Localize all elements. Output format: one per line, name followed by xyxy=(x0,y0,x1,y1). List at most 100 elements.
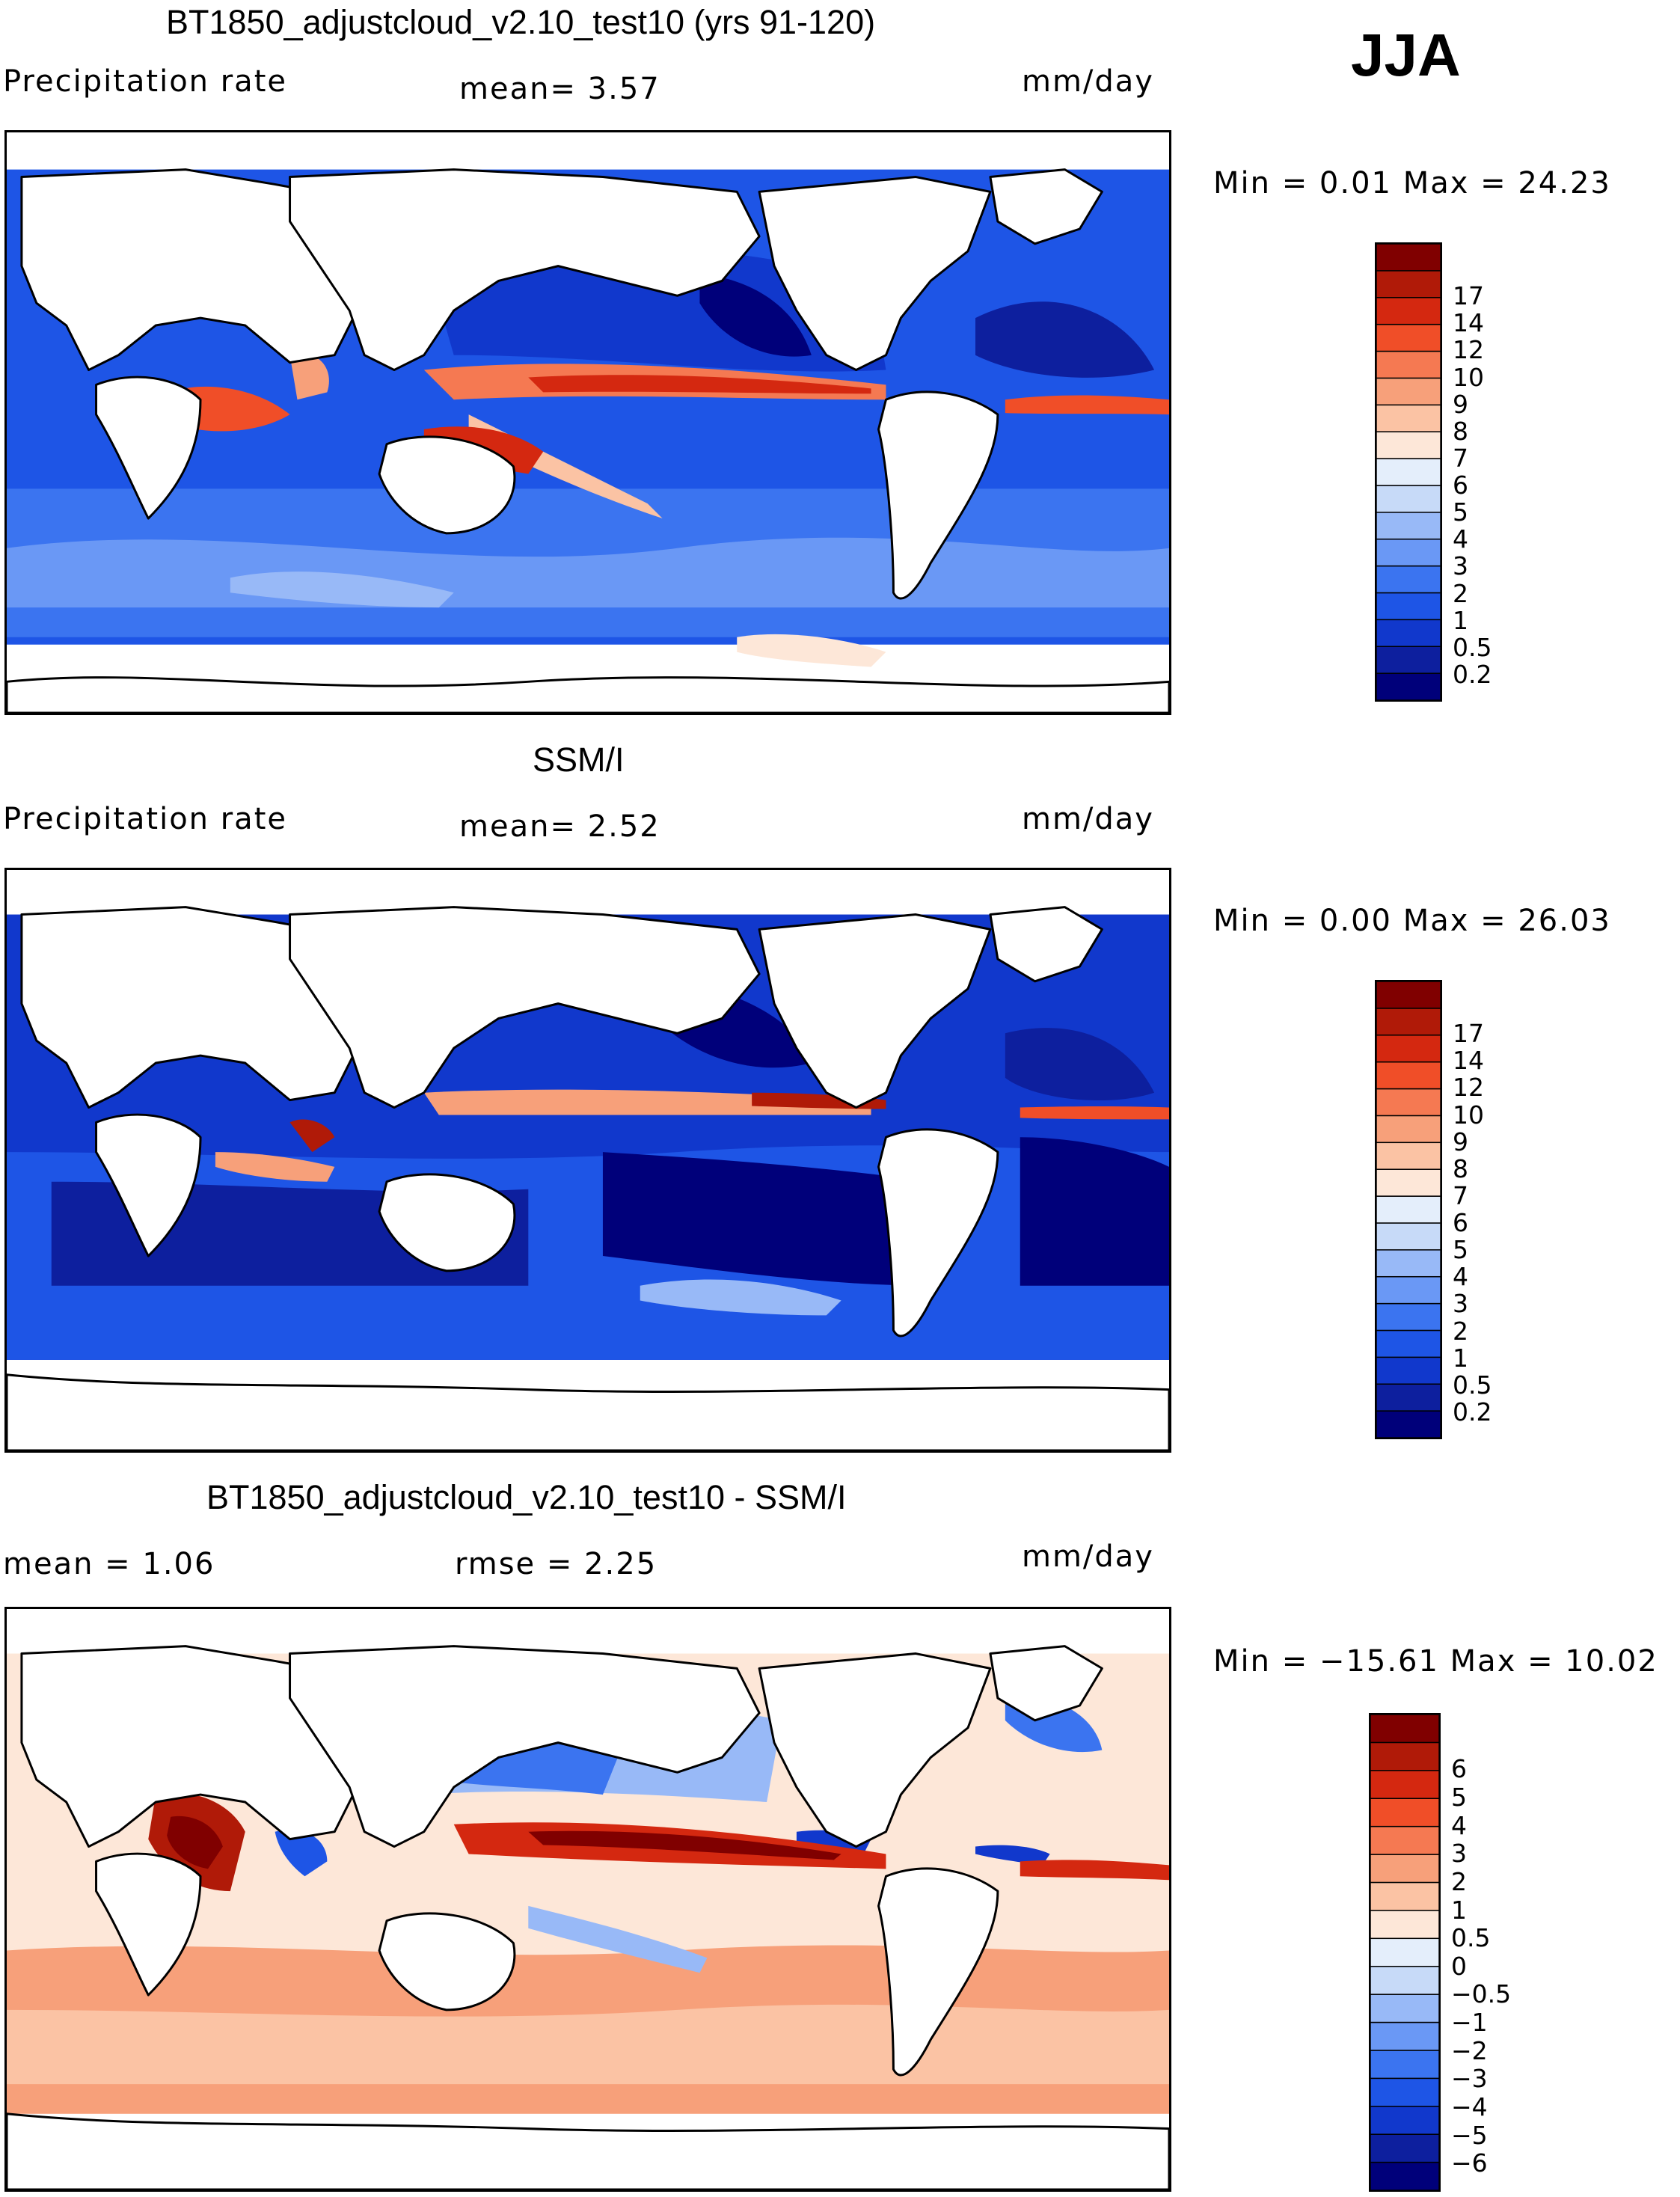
colorbar-tick-label: 0 xyxy=(1451,1951,1467,1981)
colorbar-swatch xyxy=(1376,431,1441,459)
colorbar-swatch xyxy=(1370,1910,1439,1940)
colorbar xyxy=(1369,1713,1441,2192)
min-max-label: Min = 0.01 Max = 24.23 xyxy=(1213,166,1611,200)
colorbar-tick-label: 12 xyxy=(1453,335,1484,365)
colorbar-tick-label: 7 xyxy=(1453,443,1468,473)
colorbar-tick-label: 17 xyxy=(1453,281,1484,311)
colorbar-swatch xyxy=(1370,2050,1439,2080)
colorbar-swatch xyxy=(1370,1825,1439,1855)
colorbar-swatch xyxy=(1376,1061,1441,1090)
colorbar-tick-label: 4 xyxy=(1451,1810,1467,1840)
colorbar-tick-label: 6 xyxy=(1453,471,1468,500)
colorbar-swatch xyxy=(1370,1937,1439,1967)
colorbar-swatch xyxy=(1376,1142,1441,1170)
colorbar-swatch xyxy=(1376,350,1441,379)
colorbar-swatch xyxy=(1370,1770,1439,1799)
colorbar-swatch xyxy=(1376,1356,1441,1385)
colorbar-tick-label: 0.5 xyxy=(1453,632,1492,662)
panel-title: SSM/I xyxy=(533,741,625,779)
colorbar-swatches xyxy=(1370,1715,1439,2190)
colorbar-swatch xyxy=(1376,538,1441,567)
colorbar-swatch xyxy=(1376,672,1441,700)
colorbar-tick-label: 10 xyxy=(1453,1100,1484,1130)
colorbar-tick-label: 4 xyxy=(1453,524,1468,554)
panel-title: BT1850_adjustcloud_v2.10_test10 - SSM/I xyxy=(206,1478,847,1516)
colorbar-tick-label: 0.2 xyxy=(1453,1397,1492,1427)
colorbar-tick-label: 5 xyxy=(1451,1782,1467,1812)
colorbar-tick-label: 4 xyxy=(1453,1262,1468,1292)
units-label: mm/day xyxy=(1022,802,1154,836)
colorbar-tick-label: −4 xyxy=(1451,2092,1488,2122)
colorbar-swatch xyxy=(1376,1383,1441,1412)
colorbar-tick-label: 0.5 xyxy=(1453,1370,1492,1400)
colorbar-tick-label: 1 xyxy=(1453,605,1468,635)
colorbar-swatch xyxy=(1376,1329,1441,1358)
colorbar-swatch xyxy=(1376,1275,1441,1305)
colorbar-swatch xyxy=(1370,1715,1439,1744)
precip-map xyxy=(4,868,1171,1453)
colorbar-swatch xyxy=(1376,485,1441,513)
colorbar-tick-label: 17 xyxy=(1453,1019,1484,1049)
difference-map xyxy=(4,1607,1171,2192)
colorbar-swatch xyxy=(1376,565,1441,594)
colorbar-swatch xyxy=(1370,1965,1439,1995)
colorbar-swatch xyxy=(1370,2021,1439,2051)
colorbar-tick-label: 5 xyxy=(1453,497,1468,527)
units-label: mm/day xyxy=(1022,1539,1154,1574)
colorbar-swatch xyxy=(1376,404,1441,432)
colorbar-swatch xyxy=(1370,1994,1439,2023)
min-max-label: Min = −15.61 Max = 10.02 xyxy=(1213,1644,1658,1679)
colorbar-swatch xyxy=(1376,297,1441,325)
colorbar-swatch xyxy=(1376,646,1441,674)
mean-value: mean= 3.57 xyxy=(459,72,660,106)
precip-map xyxy=(4,130,1171,715)
colorbar-swatch xyxy=(1370,1854,1439,1884)
colorbar-swatch xyxy=(1376,512,1441,540)
colorbar-tick-label: 6 xyxy=(1451,1754,1467,1784)
colorbar-tick-label: 3 xyxy=(1453,551,1468,581)
colorbar-tick-label: 9 xyxy=(1453,389,1468,419)
colorbar-tick-label: −5 xyxy=(1451,2120,1488,2150)
colorbar-tick-label: −2 xyxy=(1451,2035,1488,2065)
colorbar-swatch xyxy=(1370,2106,1439,2135)
colorbar-tick-label: 1 xyxy=(1451,1895,1467,1925)
colorbar-swatch xyxy=(1376,1410,1441,1438)
colorbar-tick-label: 14 xyxy=(1453,1046,1484,1076)
colorbar-swatch xyxy=(1376,1035,1441,1063)
colorbar-swatch xyxy=(1370,2133,1439,2163)
season-label: JJA xyxy=(1351,22,1461,88)
colorbar-swatch xyxy=(1376,244,1441,272)
mean-value: mean= 2.52 xyxy=(459,809,660,844)
colorbar-swatch xyxy=(1376,1302,1441,1332)
colorbar-tick-label: 0.2 xyxy=(1453,659,1492,689)
colorbar-tick-label: 8 xyxy=(1453,416,1468,446)
colorbar-swatch xyxy=(1376,1249,1441,1278)
colorbar-tick-label: 9 xyxy=(1453,1127,1468,1156)
colorbar-swatch xyxy=(1370,1741,1439,1771)
colorbar xyxy=(1375,980,1442,1439)
colorbar-swatch xyxy=(1376,377,1441,406)
colorbar-swatch xyxy=(1370,1798,1439,1827)
colorbar-swatch xyxy=(1376,323,1441,352)
colorbar-swatch xyxy=(1370,2161,1439,2190)
colorbar-swatch xyxy=(1376,1115,1441,1144)
colorbar-swatch xyxy=(1376,981,1441,1009)
colorbar-swatch xyxy=(1370,2077,1439,2107)
colorbar-tick-label: 12 xyxy=(1453,1073,1484,1103)
colorbar-tick-label: 2 xyxy=(1451,1866,1467,1896)
colorbar-swatches xyxy=(1376,244,1441,700)
map-canvas xyxy=(7,906,1169,1450)
colorbar-tick-label: 3 xyxy=(1451,1839,1467,1869)
colorbar-swatch xyxy=(1376,1222,1441,1251)
mean-value: mean = 1.06 xyxy=(3,1547,215,1581)
min-max-label: Min = 0.00 Max = 26.03 xyxy=(1213,904,1611,938)
colorbar-swatch xyxy=(1376,1195,1441,1224)
colorbar-tick-label: 5 xyxy=(1453,1235,1468,1265)
map-canvas xyxy=(7,168,1169,713)
colorbar-swatch xyxy=(1376,592,1441,621)
colorbar-tick-label: 1 xyxy=(1453,1343,1468,1373)
colorbar-swatch xyxy=(1370,1881,1439,1911)
panel-title: BT1850_adjustcloud_v2.10_test10 (yrs 91-… xyxy=(166,3,876,41)
colorbar-tick-label: 3 xyxy=(1453,1289,1468,1319)
colorbar-tick-label: 8 xyxy=(1453,1153,1468,1183)
